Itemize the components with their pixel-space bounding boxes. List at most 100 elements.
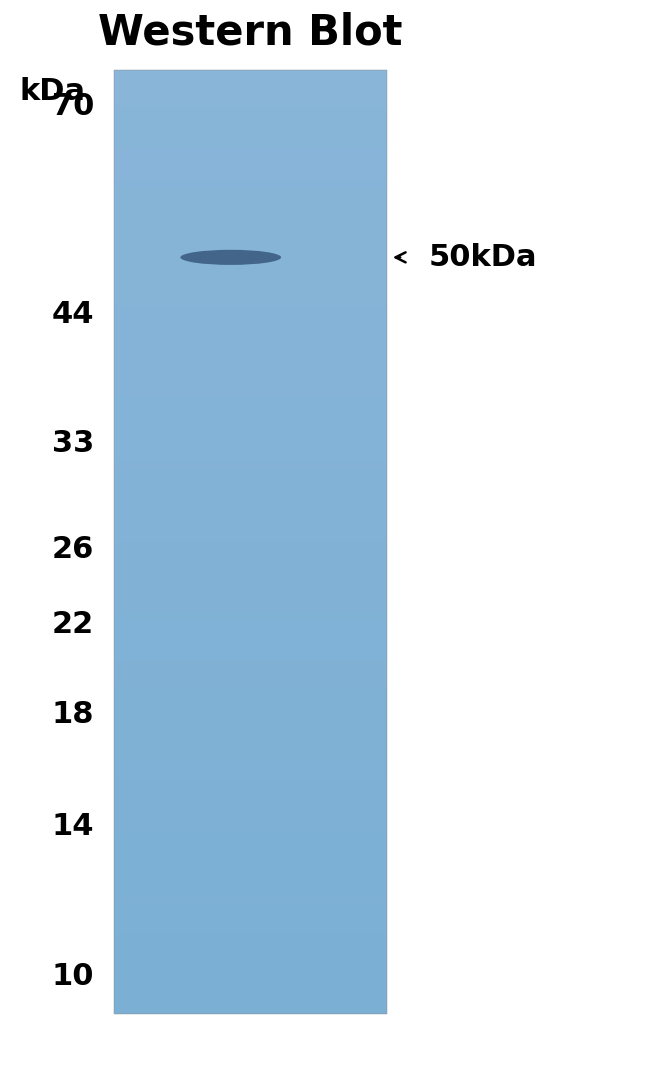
Bar (114, 762, 387, 764)
Bar (114, 535, 387, 537)
Bar (114, 533, 387, 535)
Bar (114, 688, 387, 691)
Bar (114, 122, 387, 124)
Bar (114, 406, 387, 408)
Bar (114, 653, 387, 655)
Bar (114, 509, 387, 511)
Bar (114, 337, 387, 339)
Bar (114, 245, 387, 247)
Bar (114, 188, 387, 191)
Bar (114, 915, 387, 917)
Bar (114, 937, 387, 939)
Bar (114, 278, 387, 281)
Bar (114, 531, 387, 533)
Bar (114, 927, 387, 929)
Bar (114, 358, 387, 360)
Bar (114, 490, 387, 493)
Bar (114, 78, 387, 80)
Bar (114, 502, 387, 505)
Bar (114, 993, 387, 995)
Bar (114, 106, 387, 108)
Bar (114, 599, 387, 601)
Bar (114, 742, 387, 746)
Bar (114, 483, 387, 486)
Bar (114, 712, 387, 714)
Bar (114, 448, 387, 450)
Bar (114, 595, 387, 597)
Bar (114, 251, 387, 255)
Bar (114, 115, 387, 118)
Bar (114, 281, 387, 283)
Bar (114, 330, 387, 332)
Bar (114, 1005, 387, 1007)
Bar (114, 901, 387, 903)
Bar (114, 241, 387, 243)
Bar (114, 795, 387, 797)
Bar (114, 547, 387, 549)
Bar (114, 724, 387, 726)
Bar (114, 899, 387, 901)
Bar (114, 714, 387, 716)
Bar (114, 736, 387, 738)
Bar (114, 879, 387, 883)
Bar (114, 440, 387, 443)
Bar (114, 493, 387, 495)
Bar (114, 549, 387, 551)
Bar (114, 255, 387, 257)
Bar (114, 351, 387, 354)
Bar (114, 611, 387, 613)
Bar (114, 893, 387, 897)
Bar (114, 702, 387, 705)
Bar (114, 620, 387, 623)
Bar (114, 780, 387, 783)
Bar (114, 304, 387, 306)
Bar (114, 273, 387, 275)
Bar (114, 663, 387, 665)
Bar (114, 120, 387, 122)
Bar (114, 233, 387, 235)
Text: 10: 10 (52, 962, 94, 992)
Bar (114, 617, 387, 620)
Bar (114, 871, 387, 873)
Bar (114, 420, 387, 422)
Bar (114, 418, 387, 420)
Bar (114, 639, 387, 641)
Text: Western Blot: Western Blot (98, 12, 402, 53)
Bar (114, 346, 387, 349)
Bar (114, 651, 387, 653)
Bar (114, 561, 387, 563)
Bar (114, 408, 387, 410)
Bar (114, 195, 387, 197)
Bar (114, 318, 387, 320)
Bar (114, 400, 387, 402)
Bar (114, 169, 387, 172)
Bar (114, 98, 387, 100)
Bar (114, 728, 387, 732)
Bar (114, 877, 387, 879)
Bar (114, 86, 387, 90)
Bar (114, 792, 387, 795)
Bar (114, 323, 387, 325)
Bar (114, 863, 387, 865)
Bar (114, 344, 387, 346)
Bar (114, 917, 387, 919)
Bar (114, 360, 387, 363)
Bar (114, 150, 387, 153)
Bar (114, 339, 387, 342)
Bar (114, 478, 387, 481)
Bar (114, 833, 387, 835)
Bar (114, 589, 387, 591)
Bar (114, 158, 387, 160)
Bar (114, 627, 387, 629)
Bar (114, 603, 387, 606)
Bar (114, 716, 387, 720)
Bar (114, 299, 387, 301)
Bar (114, 591, 387, 595)
Bar (114, 981, 387, 984)
Bar (114, 835, 387, 837)
Bar (114, 231, 387, 233)
Bar (114, 818, 387, 821)
Bar (114, 398, 387, 400)
Bar (114, 450, 387, 452)
Bar (114, 637, 387, 639)
